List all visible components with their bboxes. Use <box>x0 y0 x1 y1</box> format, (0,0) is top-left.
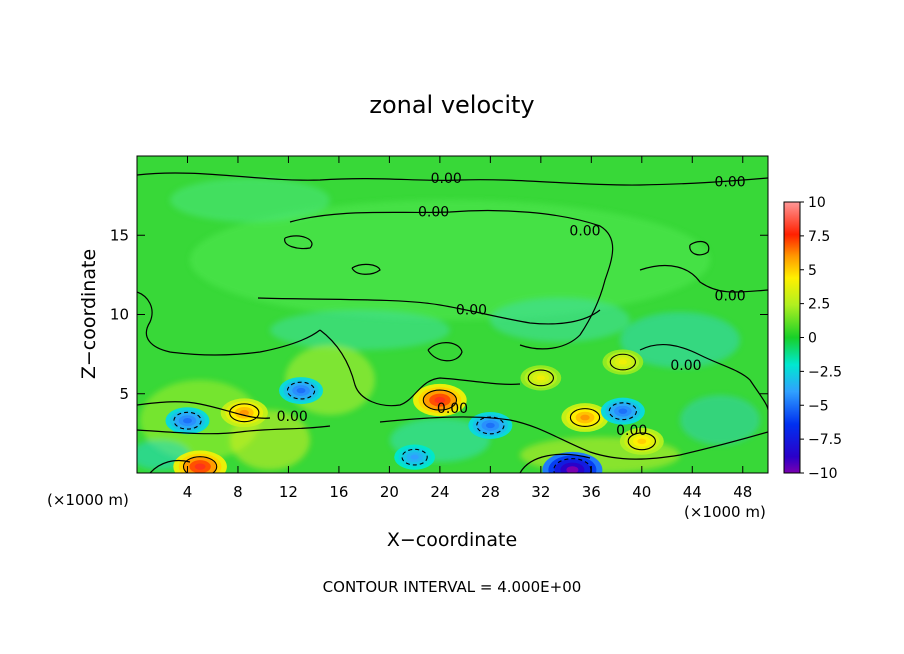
feature-contour <box>422 389 458 411</box>
x-tick-label: 12 <box>279 483 298 501</box>
shade-patch <box>270 310 450 350</box>
contour-lines <box>137 172 768 473</box>
contour-label: 0.00 <box>277 409 308 425</box>
contour-line <box>137 291 321 356</box>
contour-label: 0.00 <box>569 223 600 239</box>
y-tick-label: 10 <box>110 306 129 324</box>
feature-contour <box>608 402 638 421</box>
colorbar-tick-label: 5 <box>808 263 817 279</box>
contour-interval-note: CONTOUR INTERVAL = 4.000E+00 <box>323 578 582 596</box>
feature-contour <box>182 456 218 473</box>
contour-line <box>284 235 313 250</box>
positive-velocity-cell <box>618 359 627 365</box>
velocity-features <box>165 349 664 473</box>
x-axis-label: X−coordinate <box>387 529 517 551</box>
velocity-field: 0.00 0.00 0.00 0.00 0.00 0.00 0.00 0.00 0.00 0.00 <box>137 156 768 473</box>
x-tick-label: 28 <box>481 483 500 501</box>
x-tick-label: 24 <box>430 483 449 501</box>
contour-label: 0.00 <box>437 401 468 417</box>
negative-velocity-cell <box>296 387 306 394</box>
shade-patch <box>680 395 760 445</box>
x-tick-label: 4 <box>183 483 193 501</box>
contour-line <box>149 459 191 473</box>
x-axis-unit: (×1000 m) <box>47 491 129 509</box>
colorbar-tick-label: 10 <box>808 195 826 211</box>
positive-velocity-cell <box>637 438 647 444</box>
negative-velocity-cell <box>410 454 419 460</box>
feature-contour <box>229 403 260 423</box>
x-tick-label: 16 <box>329 483 348 501</box>
negative-velocity-cell <box>566 466 579 473</box>
negative-velocity-cell <box>485 422 495 429</box>
x-tick-label: 36 <box>582 483 601 501</box>
x-tick-label: 48 <box>733 483 752 501</box>
feature-contour <box>173 411 202 430</box>
shade-patch <box>190 200 710 320</box>
contour-line <box>137 401 271 419</box>
feature-contour <box>476 416 505 435</box>
chart-title: zonal velocity <box>369 91 534 119</box>
contour-line <box>137 425 331 435</box>
positive-velocity-cell <box>194 463 206 470</box>
x-tick-label: 32 <box>531 483 550 501</box>
colorbar-tick-label: 2.5 <box>808 297 830 313</box>
x-tick-label: 20 <box>380 483 399 501</box>
x-tick-label: 40 <box>632 483 651 501</box>
feature-contour <box>609 353 637 371</box>
x-tick-label: 44 <box>683 483 702 501</box>
contour-label: 0.00 <box>715 288 746 304</box>
positive-velocity-cell <box>434 396 446 404</box>
contour-line <box>379 416 768 460</box>
contour-line <box>427 342 463 362</box>
colorbar-ticks: 10 7.5 5 2.5 0 −2.5 −5 −7.5 −10 <box>800 195 842 482</box>
colorbar-tick-label: −2.5 <box>808 364 842 380</box>
contour-line <box>137 172 768 186</box>
negative-velocity-cell <box>618 408 628 414</box>
contour-line <box>257 297 601 325</box>
contour-line <box>689 240 710 256</box>
contour-label: 0.00 <box>616 423 647 439</box>
contour-line <box>519 453 591 473</box>
contour-label: 0.00 <box>431 171 462 187</box>
colorbar <box>783 201 801 474</box>
contour-line <box>289 209 614 350</box>
field-shading <box>137 178 760 473</box>
colorbar-tick-label: −10 <box>808 466 838 482</box>
colorbar-tick-label: −7.5 <box>808 432 842 448</box>
colorbar-tick-label: 7.5 <box>808 229 830 245</box>
y-tick-label: 5 <box>119 385 129 403</box>
colorbar-tick-label: −5 <box>808 398 829 414</box>
contour-line <box>639 344 768 411</box>
positive-velocity-cell <box>536 375 545 381</box>
contour-labels: 0.00 0.00 0.00 0.00 0.00 0.00 0.00 0.00 0.00 0.00 <box>277 171 746 439</box>
positive-velocity-cell <box>580 414 590 421</box>
negative-velocity-cell <box>183 417 192 424</box>
contour-label: 0.00 <box>715 174 746 190</box>
contour-line <box>319 329 521 407</box>
feature-contour <box>527 369 554 387</box>
contour-label: 0.00 <box>670 358 701 374</box>
shade-patch <box>620 312 740 368</box>
x-axis-unit-right: (×1000 m) <box>684 503 766 521</box>
shade-patch <box>170 178 330 222</box>
x-tick-label: 8 <box>233 483 243 501</box>
contour-line <box>639 264 768 293</box>
feature-contour <box>627 432 656 451</box>
y-tick-label: 15 <box>110 226 129 244</box>
feature-contour <box>286 381 316 400</box>
y-axis-label: Z−coordinate <box>78 249 100 379</box>
feature-contour <box>569 408 601 427</box>
feature-contour <box>401 448 428 466</box>
contour-label: 0.00 <box>418 204 449 220</box>
contour-label: 0.00 <box>456 303 487 319</box>
colorbar-tick-label: 0 <box>808 331 817 347</box>
contour-line <box>351 263 381 275</box>
